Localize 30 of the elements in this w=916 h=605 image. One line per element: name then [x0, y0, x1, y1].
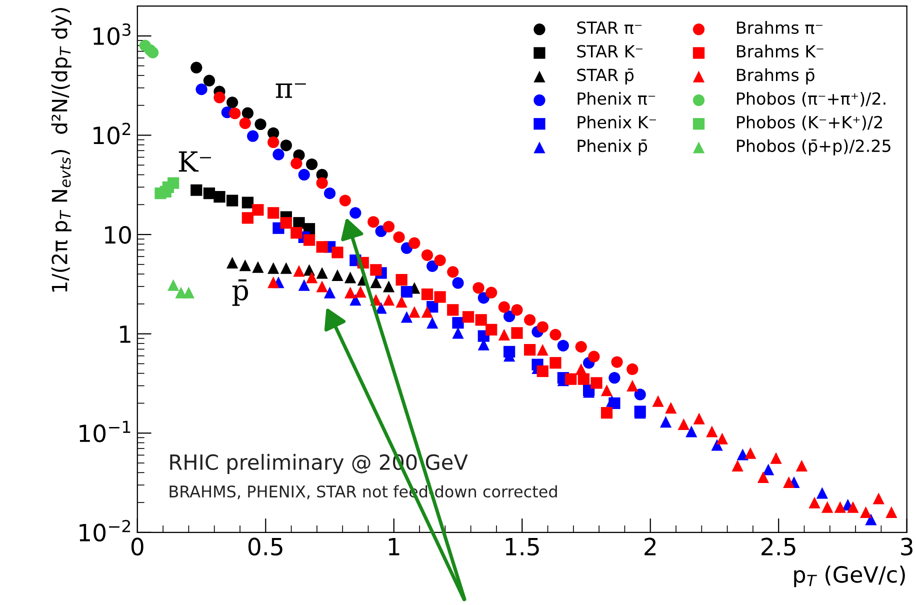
legend-label: Brahms π⁻ [737, 21, 822, 34]
legend-label: Phobos (K⁻+K⁺)/2 [737, 116, 882, 130]
legend-label: Phenix K⁻ [578, 116, 656, 128]
x-tick-label: 1 [388, 538, 400, 556]
x-tick-label: 1.5 [506, 538, 539, 556]
legend-label: STAR π⁻ [577, 21, 642, 34]
y-axis-title: 1/(2π p$_{T}$ N$_{evts}$) d²N/(dp$_{T}$ dy) [51, 8, 72, 292]
y-tick-label: 10$^{3}$ [94, 23, 130, 46]
x-tick-label: 0.5 [248, 538, 282, 556]
legend-label: Brahms K⁻ [737, 44, 824, 58]
legend-label: Brahms p̄ [737, 68, 814, 84]
x-tick-label: 2 [644, 538, 656, 556]
annotation: p̄ [232, 279, 248, 306]
legend-label: Phobos (π⁻+π⁺)/2. [737, 92, 886, 107]
legend-label: Phenix p̄ [578, 139, 648, 156]
legend-label: Phenix π⁻ [578, 92, 656, 105]
y-tick-label: 1 [120, 326, 130, 343]
y-tick-label: 10$^{−2}$ [80, 520, 130, 542]
annotation: π⁻ [276, 83, 306, 98]
legend-label: Phobos (p̄+p)/2.25 [737, 139, 890, 156]
x-tick-label: 3 [901, 538, 912, 556]
annotation: K⁻ [178, 151, 211, 172]
y-tick-label: 10$^{−1}$ [80, 420, 130, 442]
x-tick-label: 2.5 [762, 538, 796, 556]
legend-label: STAR K⁻ [577, 44, 642, 58]
y-tick-label: 10$^{2}$ [94, 122, 130, 144]
x-tick-label: 0 [131, 538, 144, 556]
y-tick-label: 10 [105, 226, 131, 244]
legend-label: STAR p̄ [577, 68, 634, 84]
x-axis-title: p$_{T}$ (GeV/c) [794, 566, 905, 588]
